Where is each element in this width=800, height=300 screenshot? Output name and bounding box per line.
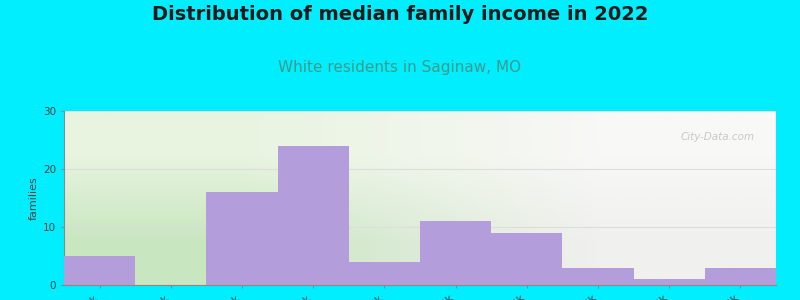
Text: White residents in Saginaw, MO: White residents in Saginaw, MO (278, 60, 522, 75)
Bar (206, 192, 278, 285)
Text: Distribution of median family income in 2022: Distribution of median family income in … (152, 4, 648, 23)
Bar (491, 233, 562, 285)
Bar (562, 268, 634, 285)
Bar (349, 262, 420, 285)
Bar (634, 279, 705, 285)
Bar (420, 221, 491, 285)
Text: City-Data.com: City-Data.com (681, 132, 754, 142)
Y-axis label: families: families (29, 176, 39, 220)
Bar (64, 256, 135, 285)
Bar (278, 146, 349, 285)
Bar (705, 268, 776, 285)
